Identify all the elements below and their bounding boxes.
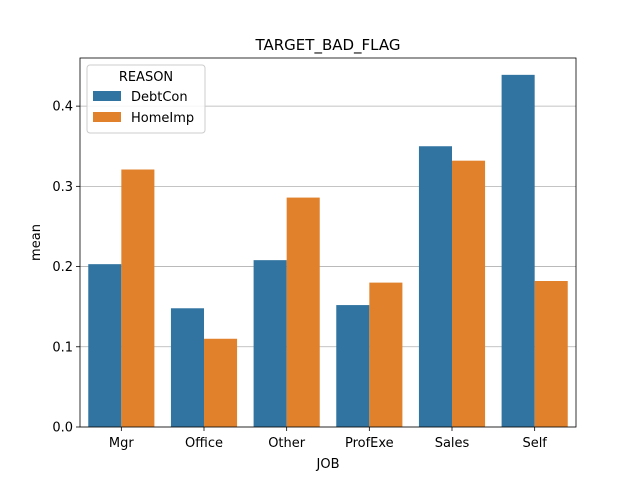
bar-homeimp-sales bbox=[452, 160, 486, 427]
y-tick-label: 0.0 bbox=[52, 421, 73, 436]
bar-debtcon-profexe bbox=[336, 305, 370, 427]
x-axis: Mgr Office Other ProfExe Sales Self bbox=[109, 427, 547, 451]
bar-debtcon-mgr bbox=[88, 264, 122, 427]
bar-homeimp-other bbox=[286, 197, 320, 427]
x-tick-label: Other bbox=[268, 436, 306, 451]
y-tick-label: 0.4 bbox=[52, 100, 73, 115]
y-tick-label: 0.3 bbox=[52, 180, 73, 195]
bar-homeimp-self bbox=[534, 281, 568, 427]
legend-swatch-homeimp bbox=[93, 112, 121, 122]
legend: REASON DebtCon HomeImp bbox=[86, 64, 206, 134]
bar-debtcon-other bbox=[253, 260, 287, 427]
x-axis-label: JOB bbox=[316, 457, 340, 472]
x-tick-label: ProfExe bbox=[345, 436, 394, 451]
plot-frame bbox=[79, 57, 577, 428]
bar-debtcon-sales bbox=[418, 146, 452, 427]
bar-debtcon-self bbox=[501, 74, 535, 428]
x-tick-label: Sales bbox=[435, 436, 470, 451]
legend-swatch-debtcon bbox=[93, 91, 121, 101]
bar-homeimp-office bbox=[204, 338, 238, 427]
x-tick-label: Self bbox=[522, 436, 547, 451]
y-axis-label: mean bbox=[29, 224, 44, 261]
y-tick-label: 0.2 bbox=[52, 260, 73, 275]
y-axis: 0.0 0.1 0.2 0.3 0.4 bbox=[52, 100, 80, 436]
legend-label-homeimp: HomeImp bbox=[131, 111, 194, 126]
bars bbox=[88, 74, 568, 428]
legend-label-debtcon: DebtCon bbox=[131, 90, 188, 105]
bar-homeimp-mgr bbox=[121, 169, 155, 427]
x-tick-label: Mgr bbox=[109, 436, 134, 451]
y-tick-label: 0.1 bbox=[52, 340, 73, 355]
x-tick-label: Office bbox=[185, 436, 223, 451]
bar-homeimp-profexe bbox=[369, 282, 403, 427]
bar-debtcon-office bbox=[170, 308, 204, 427]
chart-title: TARGET_BAD_FLAG bbox=[255, 36, 401, 55]
legend-title: REASON bbox=[119, 70, 173, 85]
